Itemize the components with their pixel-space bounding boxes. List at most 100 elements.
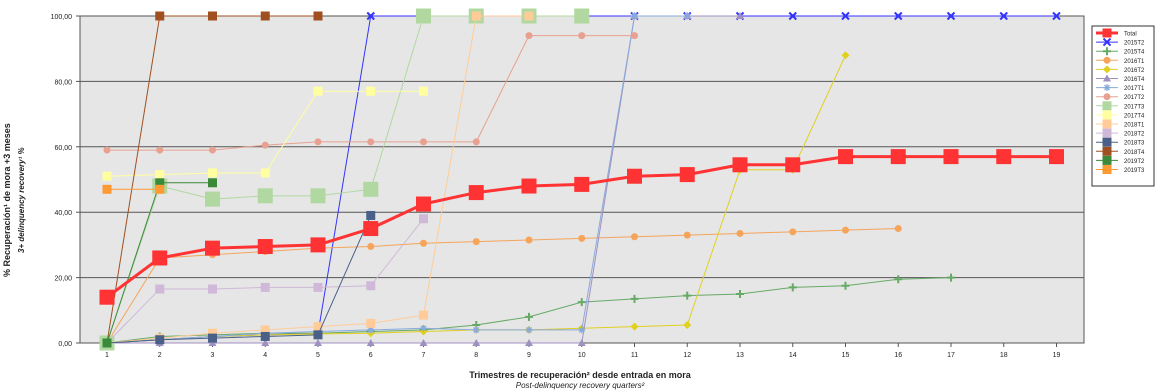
legend-entry: 2017T2 bbox=[1096, 93, 1145, 101]
x-tick-label: 16 bbox=[894, 352, 902, 359]
y-axis-title: % Recuperación¹ de mora +3 meses bbox=[2, 123, 12, 277]
legend-marker bbox=[1102, 165, 1112, 174]
data-point bbox=[152, 250, 168, 266]
series-2019t3 bbox=[102, 184, 165, 194]
data-point bbox=[367, 326, 375, 334]
data-point bbox=[99, 289, 115, 305]
legend-label: Total bbox=[1124, 32, 1137, 38]
data-point bbox=[890, 149, 906, 165]
series-2019t2 bbox=[102, 178, 217, 348]
x-tick-label: 12 bbox=[683, 352, 691, 359]
data-point bbox=[314, 138, 322, 146]
legend-label: 2017T2 bbox=[1124, 95, 1145, 101]
data-point bbox=[841, 11, 850, 21]
data-point bbox=[788, 11, 797, 21]
legend-label: 2018T4 bbox=[1124, 150, 1145, 156]
data-point bbox=[525, 312, 533, 321]
data-point bbox=[156, 146, 164, 154]
data-point bbox=[419, 339, 428, 346]
legend-label: 2019T2 bbox=[1124, 159, 1145, 165]
x-tick-label: 14 bbox=[789, 352, 797, 359]
data-point bbox=[785, 157, 801, 173]
data-point bbox=[630, 294, 639, 303]
data-point bbox=[472, 238, 480, 246]
data-point bbox=[683, 231, 691, 239]
data-point bbox=[525, 339, 533, 346]
data-point bbox=[208, 11, 217, 21]
data-point bbox=[574, 8, 590, 24]
data-point bbox=[947, 273, 955, 282]
legend-marker bbox=[1102, 155, 1112, 165]
data-point bbox=[841, 51, 850, 60]
data-point bbox=[314, 339, 322, 346]
legend-entry: 2018T3 bbox=[1096, 137, 1145, 147]
data-point bbox=[472, 326, 480, 334]
series-2018t2 bbox=[102, 214, 428, 348]
data-point bbox=[525, 326, 533, 334]
data-point bbox=[683, 12, 691, 20]
x-tick-label: 5 bbox=[316, 352, 320, 359]
data-point bbox=[736, 229, 744, 237]
data-point bbox=[205, 240, 220, 256]
data-point bbox=[367, 138, 375, 146]
data-point bbox=[894, 11, 903, 21]
legend-entry: 2017T3 bbox=[1096, 101, 1145, 111]
x-tick-label: 1 bbox=[105, 352, 109, 359]
data-point bbox=[257, 188, 273, 204]
x-tick-label: 19 bbox=[1053, 352, 1061, 359]
series-line bbox=[106, 215, 372, 344]
x-tick-label: 2 bbox=[158, 352, 162, 359]
legend-label: 2017T1 bbox=[1124, 86, 1145, 92]
data-point bbox=[260, 168, 270, 178]
legend-label: 2016T4 bbox=[1124, 77, 1145, 83]
data-point bbox=[155, 11, 165, 21]
legend-entry: 2015T4 bbox=[1096, 47, 1145, 56]
legend-entry: 2018T1 bbox=[1096, 119, 1145, 129]
legend-label: 2018T3 bbox=[1124, 141, 1145, 147]
legend-entry: 2015T2 bbox=[1096, 37, 1145, 47]
legend-entry: 2016T2 bbox=[1096, 65, 1145, 74]
x-tick-label: 4 bbox=[263, 352, 267, 359]
x-tick-label: 7 bbox=[422, 352, 426, 359]
data-point bbox=[946, 11, 956, 21]
data-point bbox=[420, 138, 427, 146]
data-point bbox=[631, 233, 638, 241]
data-point bbox=[631, 12, 638, 20]
x-tick-label: 6 bbox=[369, 352, 373, 359]
data-point bbox=[208, 284, 217, 294]
data-point bbox=[996, 149, 1012, 165]
data-point bbox=[842, 226, 849, 234]
legend-entry: 2017T4 bbox=[1096, 110, 1145, 120]
data-point bbox=[521, 178, 537, 194]
y-tick-label: 20,00 bbox=[54, 276, 72, 283]
data-point bbox=[102, 338, 112, 348]
y-tick-label: 0,00 bbox=[58, 341, 72, 348]
data-point bbox=[525, 236, 533, 244]
data-point bbox=[155, 184, 165, 194]
legend-marker bbox=[1103, 56, 1111, 64]
series-line bbox=[106, 228, 899, 344]
data-point bbox=[577, 339, 586, 346]
data-point bbox=[366, 281, 376, 291]
x-tick-label: 15 bbox=[842, 352, 850, 359]
data-point bbox=[419, 86, 428, 96]
data-point bbox=[261, 141, 269, 149]
legend-entry: 2019T2 bbox=[1096, 155, 1145, 165]
x-tick-label: 11 bbox=[631, 352, 638, 359]
legend-entry: 2019T3 bbox=[1096, 165, 1145, 174]
data-point bbox=[363, 181, 379, 197]
data-point bbox=[209, 146, 216, 154]
legend-marker bbox=[1102, 137, 1112, 147]
data-point bbox=[205, 191, 220, 207]
legend-marker bbox=[1102, 146, 1112, 156]
data-point bbox=[310, 237, 326, 253]
data-point bbox=[683, 321, 692, 330]
legend-entry: 2017T1 bbox=[1096, 84, 1145, 92]
y-tick-label: 80,00 bbox=[54, 79, 72, 86]
data-point bbox=[313, 330, 323, 340]
x-axis-title: Trimestres de recuperación² desde entrad… bbox=[469, 370, 691, 380]
legend-marker bbox=[1103, 93, 1111, 101]
data-point bbox=[155, 335, 165, 345]
legend-label: 2018T2 bbox=[1124, 132, 1145, 138]
legend-label: 2019T3 bbox=[1124, 168, 1145, 174]
